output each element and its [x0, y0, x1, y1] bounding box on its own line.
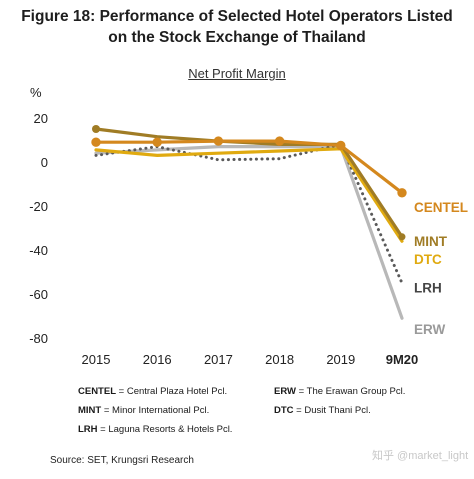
- series-label-lrh: LRH: [414, 280, 442, 295]
- line-chart: % 20 0 -20 -40 -60 -80 2015 2016 2017 2018 2019 9M20…: [29, 85, 468, 367]
- legend-abbr: CENTEL: [78, 386, 116, 397]
- legend-item-centel: CENTEL = Central Plaza Hotel Pcl.: [78, 386, 227, 397]
- x-tick-label: 2016: [143, 352, 172, 367]
- data-point-mint: [398, 233, 406, 241]
- x-tick-label: 2018: [265, 352, 294, 367]
- data-point-centel: [274, 136, 285, 146]
- series-line-erw: [94, 145, 404, 320]
- legend-full: = The Erawan Group Pcl.: [298, 386, 406, 397]
- y-tick-label: -80: [29, 331, 48, 346]
- data-point-mint: [92, 125, 100, 133]
- data-point-centel: [336, 140, 346, 151]
- figure-title-line-1: Figure 18: Performance of Selected Hotel…: [21, 8, 453, 25]
- legend-item-lrh: LRH = Laguna Resorts & Hotels Pcl.: [78, 424, 232, 435]
- y-axis-unit-label: %: [30, 85, 42, 100]
- figure-title: Figure 18: Performance of Selected Hotel…: [0, 6, 474, 48]
- y-tick-label: -20: [29, 199, 48, 214]
- source-note: Source: SET, Krungsri Research: [50, 455, 194, 466]
- legend-abbr: DTC: [274, 405, 294, 416]
- y-tick-label: 0: [41, 155, 48, 170]
- legend-abbr: LRH: [78, 424, 98, 435]
- series-label-erw: ERW: [414, 322, 446, 337]
- legend-full: = Dusit Thani Pcl.: [296, 405, 371, 416]
- legend-item-mint: MINT = Minor International Pcl.: [78, 405, 209, 416]
- series-label-centel: CENTEL: [414, 200, 468, 215]
- x-tick-label: 2015: [82, 352, 111, 367]
- y-tick-label: -40: [29, 243, 48, 258]
- chart-title: Net Profit Margin: [188, 66, 286, 81]
- legend-full: = Central Plaza Hotel Pcl.: [118, 386, 228, 397]
- y-tick-label: -60: [29, 287, 48, 302]
- x-tick-label: 2017: [204, 352, 233, 367]
- legend-item-erw: ERW = The Erawan Group Pcl.: [274, 386, 405, 397]
- x-tick-label: 9M20: [386, 352, 419, 367]
- series-label-dtc: DTC: [414, 252, 442, 267]
- data-point-centel: [91, 137, 101, 147]
- series-line-lrh: [94, 142, 404, 285]
- legend-abbr: MINT: [78, 405, 102, 416]
- data-point-centel: [152, 137, 162, 147]
- legend-item-dtc: DTC = Dusit Thani Pcl.: [274, 405, 371, 416]
- data-point-centel: [213, 136, 224, 146]
- y-tick-label: 20: [34, 111, 48, 126]
- legend-full: = Minor International Pcl.: [103, 405, 210, 416]
- figure-title-line-2: on the Stock Exchange of Thailand: [108, 29, 366, 46]
- legend-abbr: ERW: [274, 386, 296, 397]
- series-line-dtc: [94, 147, 404, 243]
- series-line-centel: [94, 139, 404, 195]
- x-tick-label: 2019: [326, 352, 355, 367]
- legend-full: = Laguna Resorts & Hotels Pcl.: [100, 424, 233, 435]
- watermark: 知乎 @market_light: [372, 450, 469, 462]
- data-point-centel: [397, 188, 407, 198]
- series-line-mint: [94, 127, 404, 239]
- series-label-mint: MINT: [414, 234, 448, 249]
